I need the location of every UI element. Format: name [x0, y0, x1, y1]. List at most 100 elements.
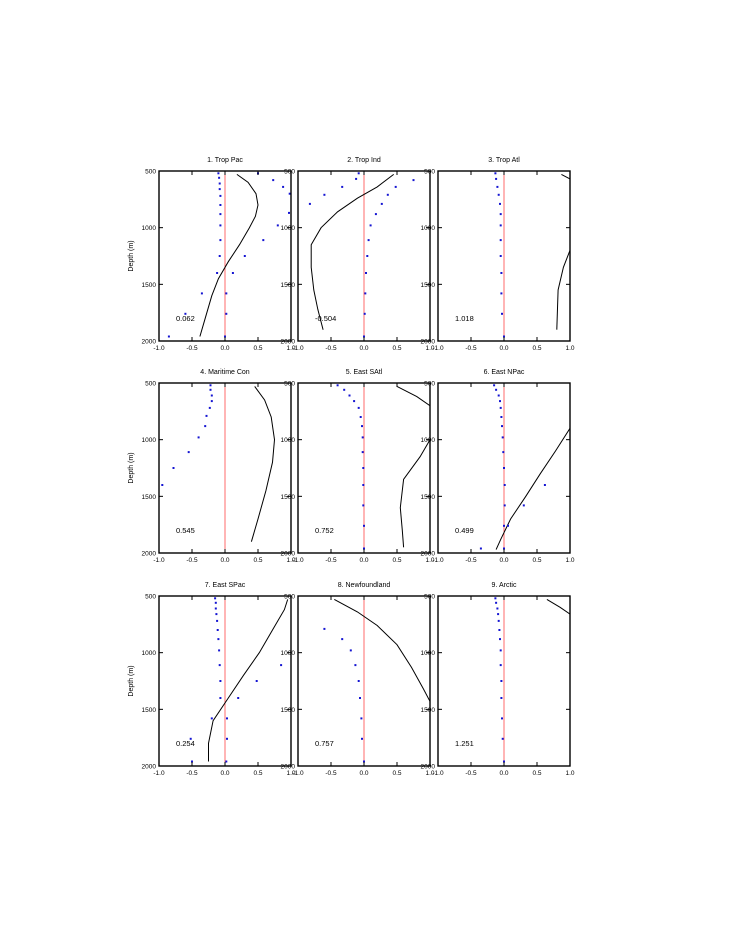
data-point: [243, 255, 246, 257]
data-point: [499, 649, 502, 652]
x-tick-label: 0.5: [253, 345, 262, 352]
panel-9: 9. Arctic -1.0 -0.5 0.0 0.5 1.0 500 1000 1500 200…: [421, 582, 575, 777]
correlation-value: 0.545: [176, 526, 195, 535]
x-tick-label: 0.5: [392, 770, 401, 777]
data-point: [497, 394, 500, 397]
x-tick-label: -0.5: [186, 770, 198, 777]
data-point: [218, 182, 221, 185]
x-tick-label: -1.0: [432, 770, 444, 777]
data-point: [219, 239, 222, 242]
data-point: [500, 697, 503, 699]
x-tick-label: 0.5: [392, 557, 401, 564]
y-tick-label: 1500: [142, 282, 157, 289]
data-point: [362, 484, 365, 486]
x-tick-label: 0.5: [532, 345, 541, 352]
y-tick-label: 1000: [421, 437, 436, 444]
data-point: [215, 613, 218, 616]
y-tick-label: 2000: [281, 339, 296, 346]
data-point: [499, 638, 501, 641]
y-tick-label: 1000: [421, 225, 436, 232]
panel-title: 3. Trop Atl: [488, 157, 520, 164]
data-point: [361, 451, 364, 454]
y-tick-label: 500: [145, 381, 156, 388]
y-axis-label: Depth (m): [128, 665, 135, 696]
data-point: [341, 638, 344, 641]
data-point: [503, 760, 505, 763]
data-point: [161, 484, 164, 486]
x-tick-label: 0.0: [359, 345, 368, 352]
x-tick-label: 0.0: [359, 770, 368, 777]
panel-3: 3. Trop Atl -1.0 -0.5 0.0 0.5 1.0 500 1000 1500 2…: [421, 157, 575, 352]
panel-title: 6. East NPac: [484, 369, 525, 376]
data-point: [218, 188, 221, 191]
x-tick-label: -1.0: [292, 345, 304, 352]
data-point: [364, 292, 367, 295]
data-point: [276, 224, 279, 227]
data-point: [323, 627, 326, 630]
data-point: [497, 619, 500, 622]
data-point: [362, 467, 365, 469]
x-tick-label: 0.5: [532, 557, 541, 564]
y-tick-label: 1000: [142, 650, 157, 657]
y-tick-label: 1500: [421, 282, 436, 289]
data-point: [374, 213, 377, 216]
y-tick-label: 500: [145, 594, 156, 601]
panel-title: 8. Newfoundland: [338, 582, 391, 589]
data-point: [280, 664, 283, 667]
data-point: [210, 400, 213, 403]
x-tick-label: 0.0: [499, 557, 508, 564]
data-point: [359, 416, 362, 418]
data-point: [500, 680, 503, 682]
y-tick-label: 500: [145, 169, 156, 176]
panel-6: 6. East NPac -1.0 -0.5 0.0 0.5 1.0 500 1000 1500…: [421, 369, 575, 564]
y-tick-label: 500: [424, 381, 435, 388]
data-point: [494, 597, 497, 600]
data-point: [226, 717, 228, 720]
x-tick-label: -0.5: [186, 345, 198, 352]
x-tick-label: 0.5: [253, 557, 262, 564]
data-point: [210, 717, 213, 720]
data-point: [498, 629, 501, 631]
y-tick-label: 500: [284, 169, 295, 176]
data-point: [205, 414, 208, 417]
data-point: [355, 177, 358, 180]
data-point: [214, 601, 217, 604]
data-point: [363, 335, 365, 338]
x-tick-label: -0.5: [325, 770, 337, 777]
data-point: [363, 524, 365, 527]
x-tick-label: 1.0: [565, 770, 574, 777]
x-tick-label: 1.0: [286, 345, 295, 352]
profile-curve: [199, 173, 259, 337]
data-point: [359, 697, 361, 699]
data-point: [501, 425, 503, 428]
data-point: [496, 607, 499, 610]
x-tick-label: -1.0: [153, 345, 165, 352]
y-axis-label: Depth (m): [128, 452, 135, 483]
data-point: [216, 272, 219, 274]
y-tick-label: 2000: [142, 764, 157, 771]
x-tick-label: -1.0: [153, 770, 165, 777]
data-point: [288, 211, 290, 214]
data-point: [218, 649, 221, 652]
data-point: [380, 202, 383, 205]
x-tick-label: -1.0: [432, 345, 444, 352]
data-point: [354, 664, 357, 667]
profile-curve: [208, 599, 289, 762]
y-tick-label: 1500: [281, 707, 296, 714]
data-point: [501, 717, 503, 720]
data-point: [503, 524, 505, 527]
y-tick-label: 1500: [281, 282, 296, 289]
x-tick-label: 1.0: [565, 557, 574, 564]
x-tick-label: 1.0: [425, 557, 434, 564]
data-point: [361, 436, 364, 439]
y-tick-label: 2000: [142, 339, 157, 346]
y-tick-label: 500: [284, 381, 295, 388]
data-point: [501, 737, 504, 740]
panel-title: 4. Maritime Con: [200, 369, 250, 376]
y-axis-label: Depth (m): [128, 240, 135, 271]
plot-area: [323, 598, 430, 763]
correlation-value: 1.018: [455, 314, 474, 323]
data-point: [503, 547, 505, 550]
data-point: [191, 760, 193, 763]
